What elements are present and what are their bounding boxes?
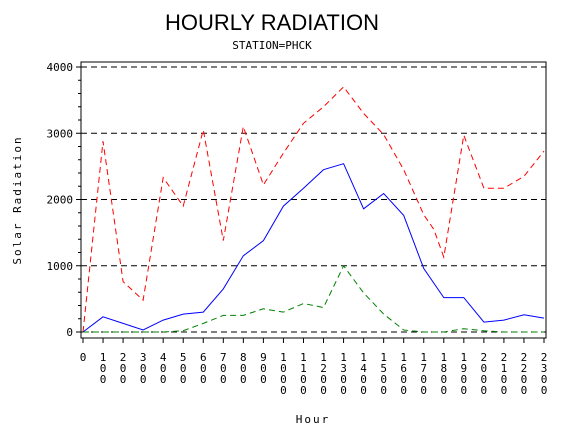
y-tick-label: 3000 bbox=[47, 127, 74, 140]
y-tick-label: 0 bbox=[66, 326, 73, 339]
y-axis-label: Solar Radiation bbox=[11, 135, 24, 264]
x-tick-label: 0 bbox=[80, 351, 87, 364]
chart-title: HOURLY RADIATION bbox=[165, 10, 379, 35]
y-tick-label: 1000 bbox=[47, 260, 74, 273]
x-tick-labels: 0 1 0 0 2 0 0 3 0 0 4 0 0 5 0 0 6 0 0 7 0 0 8 0 0 9 0 0 1 0 0 0 1 1 0 0 1 2 0 0… bbox=[80, 351, 548, 397]
x-axis-label: Hour bbox=[296, 413, 331, 426]
y-tick-label: 4000 bbox=[47, 61, 74, 74]
axes bbox=[76, 61, 547, 343]
chart-subtitle: STATION=PHCK bbox=[232, 39, 312, 52]
data-series bbox=[82, 86, 545, 333]
series-line-3 bbox=[83, 264, 544, 333]
y-tick-labels: 0 1000 2000 3000 4000 bbox=[47, 61, 74, 339]
grid-lines bbox=[81, 66, 546, 333]
y-tick-label: 2000 bbox=[47, 194, 74, 207]
series-line-1 bbox=[82, 86, 545, 333]
series-line-2 bbox=[82, 163, 545, 333]
